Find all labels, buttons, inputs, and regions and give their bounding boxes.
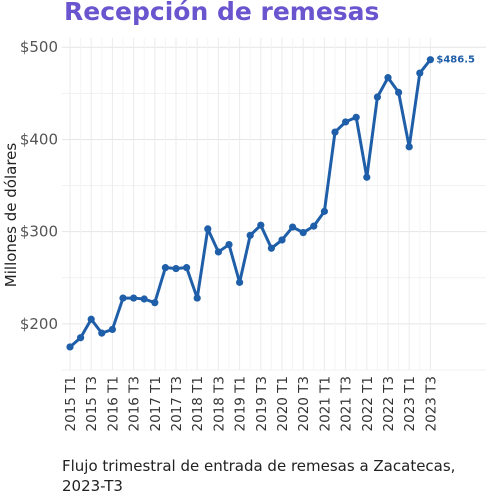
- data-point: [278, 236, 286, 244]
- x-tick-label: 2015 T3: [84, 376, 100, 431]
- data-point: [172, 264, 180, 273]
- data-point: [363, 173, 371, 181]
- data-point: [395, 88, 403, 97]
- y-axis-label: Millones de dólares: [2, 143, 20, 288]
- data-point: [426, 56, 434, 64]
- data-point: [87, 315, 95, 323]
- data-point: [342, 118, 350, 126]
- data-point: [373, 93, 381, 101]
- y-tick-label: $400: [20, 130, 58, 148]
- x-tick-label: 2015 T1: [63, 376, 79, 431]
- data-point: [331, 128, 339, 136]
- x-tick-label: 2016 T1: [105, 376, 121, 431]
- x-tick-label: 2020 T1: [275, 376, 291, 431]
- x-tick-label: 2021 T3: [339, 376, 355, 431]
- data-point: [352, 113, 360, 121]
- y-tick-label: $500: [20, 38, 58, 56]
- data-point: [204, 225, 212, 233]
- x-tick-label: 2017 T1: [148, 376, 164, 431]
- data-point: [214, 248, 222, 256]
- data-point: [119, 294, 127, 302]
- data-point: [77, 334, 85, 342]
- x-tick-label: 2023 T3: [423, 376, 439, 431]
- y-tick-label: $300: [20, 223, 58, 241]
- x-tick-label: 2023 T1: [402, 376, 418, 431]
- data-point: [236, 278, 244, 286]
- data-point: [66, 343, 74, 351]
- data-point: [267, 244, 275, 252]
- data-point: [98, 329, 106, 337]
- x-tick-label: 2019 T3: [254, 376, 270, 431]
- chart-title: Recepción de remesas: [64, 0, 380, 26]
- data-point: [416, 69, 424, 77]
- data-point: [257, 221, 265, 229]
- data-point: [246, 231, 254, 239]
- data-point: [320, 207, 328, 215]
- grid: [62, 38, 486, 371]
- data-point: [405, 143, 413, 151]
- data-point: [151, 299, 159, 307]
- x-tick-label: 2019 T1: [233, 376, 249, 431]
- data-point: [289, 223, 297, 231]
- data-point: [130, 294, 138, 302]
- data-point: [310, 222, 318, 230]
- x-tick-label: 2021 T1: [317, 376, 333, 431]
- data-point: [183, 264, 191, 272]
- data-point: [193, 294, 201, 302]
- x-tick-label: 2022 T1: [360, 376, 376, 431]
- data-point: [108, 325, 116, 334]
- end-value-label: $486.5: [436, 55, 475, 66]
- data-point: [384, 74, 392, 82]
- x-tick-label: 2017 T3: [169, 376, 185, 431]
- x-tick-label: 2018 T3: [211, 376, 227, 431]
- x-tick-label: 2018 T1: [190, 376, 206, 431]
- data-point: [225, 240, 233, 249]
- x-tick-label: 2020 T3: [296, 376, 312, 431]
- series: $486.5: [66, 55, 475, 351]
- data-point: [161, 264, 169, 272]
- x-tick-label: 2022 T3: [381, 376, 397, 431]
- axes: $200 $300 $400 $500 2015 T1 2015 T3 2016 T1 201…: [20, 38, 440, 431]
- data-point: [299, 228, 307, 237]
- chart-caption: Flujo trimestral de entrada de remesas a…: [62, 457, 456, 495]
- data-point: [140, 295, 148, 303]
- x-tick-label: 2016 T3: [127, 376, 143, 431]
- y-tick-label: $200: [20, 315, 58, 333]
